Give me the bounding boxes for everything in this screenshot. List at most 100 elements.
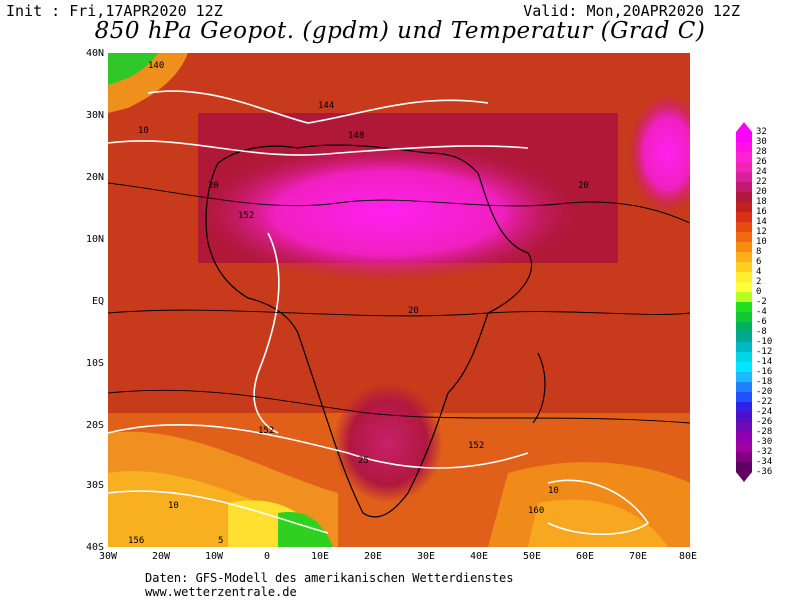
colorbar-step — [736, 352, 752, 363]
svg-text:10: 10 — [548, 486, 559, 496]
valid-time-label: Valid: Mon,20APR2020 12Z — [523, 2, 740, 20]
colorbar-tick-label: -30 — [756, 437, 773, 447]
hot-core-sahara — [198, 143, 578, 283]
colorbar-step — [736, 162, 752, 173]
svg-text:152: 152 — [468, 441, 484, 451]
map-title: 850 hPa Geopot. (gpdm) und Temperatur (G… — [94, 18, 706, 44]
svg-text:152: 152 — [238, 211, 254, 221]
svg-text:148: 148 — [348, 131, 364, 141]
colorbar-tick-label: -14 — [756, 357, 773, 367]
svg-text:20: 20 — [578, 181, 589, 191]
colorbar-tick-label: -36 — [756, 467, 773, 477]
colorbar-tick-label: 8 — [756, 247, 762, 257]
colorbar-step — [736, 152, 752, 163]
colorbar-tick-label: -4 — [756, 307, 767, 317]
colorbar-tick-label: -22 — [756, 397, 773, 407]
lon-tick-10w: 10W — [204, 551, 224, 562]
colorbar-step — [736, 132, 752, 143]
colorbar-tick-label: -32 — [756, 447, 773, 457]
colorbar-top-arrow — [736, 122, 752, 132]
colorbar-tick-label: -28 — [756, 427, 773, 437]
svg-text:152: 152 — [258, 426, 274, 436]
colorbar-step — [736, 462, 752, 473]
lat-tick-40s: 40S — [85, 542, 104, 553]
temperature-colorbar — [736, 122, 752, 482]
cold-region-northwest — [108, 53, 158, 85]
colorbar-tick-label: -24 — [756, 407, 773, 417]
colorbar-tick-label: 22 — [756, 177, 767, 187]
svg-text:25: 25 — [358, 456, 369, 466]
weather-map: 140 144 148 152 152 152 156 160 10 20 20… — [108, 53, 690, 547]
colorbar-tick-label: -12 — [756, 347, 773, 357]
lon-tick-50e: 50E — [522, 551, 542, 562]
svg-text:5: 5 — [218, 536, 223, 546]
colorbar-step — [736, 322, 752, 333]
colorbar-tick-label: 4 — [756, 267, 762, 277]
colorbar-tick-label: -20 — [756, 387, 773, 397]
colorbar-step — [736, 182, 752, 193]
colorbar-step — [736, 432, 752, 443]
colorbar-step — [736, 422, 752, 433]
colorbar-tick-label: -26 — [756, 417, 773, 427]
colorbar-step — [736, 202, 752, 213]
colorbar-step — [736, 372, 752, 383]
colorbar-tick-label: 16 — [756, 207, 767, 217]
colorbar-step — [736, 292, 752, 303]
colorbar-tick-label: -8 — [756, 327, 767, 337]
lat-tick-30n: 30N — [85, 110, 104, 121]
colorbar-tick-label: -16 — [756, 367, 773, 377]
colorbar-step — [736, 242, 752, 253]
svg-text:10: 10 — [138, 126, 149, 136]
colorbar-step — [736, 282, 752, 293]
lon-tick-70e: 70E — [628, 551, 648, 562]
colorbar-step — [736, 192, 752, 203]
svg-text:10: 10 — [168, 501, 179, 511]
colorbar-step — [736, 262, 752, 273]
colorbar-step — [736, 142, 752, 153]
colorbar-tick-label: 6 — [756, 257, 762, 267]
colorbar-step — [736, 392, 752, 403]
lon-tick-20e: 20E — [363, 551, 383, 562]
lat-tick-30s: 30S — [85, 480, 104, 491]
svg-text:20: 20 — [208, 181, 219, 191]
lon-tick-30e: 30E — [416, 551, 436, 562]
cold-region-south — [278, 512, 333, 547]
colorbar-step — [736, 452, 752, 463]
colorbar-step — [736, 332, 752, 343]
lon-tick-80e: 80E — [678, 551, 698, 562]
colorbar-step — [736, 252, 752, 263]
colorbar-tick-label: 20 — [756, 187, 767, 197]
lat-tick-10s: 10S — [85, 358, 104, 369]
data-source-credit: Daten: GFS-Modell des amerikanischen Wet… — [145, 571, 514, 585]
lon-tick-10e: 10E — [310, 551, 330, 562]
colorbar-tick-label: 30 — [756, 137, 767, 147]
colorbar-step — [736, 342, 752, 353]
init-time-label: Init : Fri,17APR2020 12Z — [6, 2, 223, 20]
lat-tick-40n: 40N — [85, 48, 104, 59]
svg-text:156: 156 — [128, 536, 144, 546]
colorbar-tick-label: -10 — [756, 337, 773, 347]
colorbar-tick-label: 18 — [756, 197, 767, 207]
colorbar-tick-label: 26 — [756, 157, 767, 167]
colorbar-tick-label: -2 — [756, 297, 767, 307]
colorbar-step — [736, 442, 752, 453]
colorbar-step — [736, 402, 752, 413]
colorbar-tick-label: -34 — [756, 457, 773, 467]
svg-text:144: 144 — [318, 101, 334, 111]
lon-tick-30w: 30W — [98, 551, 118, 562]
svg-text:20: 20 — [408, 306, 419, 316]
colorbar-bottom-arrow — [736, 472, 752, 482]
website-credit: www.wetterzentrale.de — [145, 585, 297, 599]
lat-tick-eq: EQ — [91, 296, 104, 307]
lat-tick-10n: 10N — [85, 234, 104, 245]
lat-tick-20s: 20S — [85, 420, 104, 431]
colorbar-step — [736, 172, 752, 183]
lon-tick-60e: 60E — [575, 551, 595, 562]
colorbar-tick-label: 32 — [756, 127, 767, 137]
colorbar-step — [736, 312, 752, 323]
colorbar-tick-label: 12 — [756, 227, 767, 237]
svg-text:140: 140 — [148, 61, 164, 71]
svg-text:160: 160 — [528, 506, 544, 516]
colorbar-step — [736, 222, 752, 233]
colorbar-step — [736, 382, 752, 393]
